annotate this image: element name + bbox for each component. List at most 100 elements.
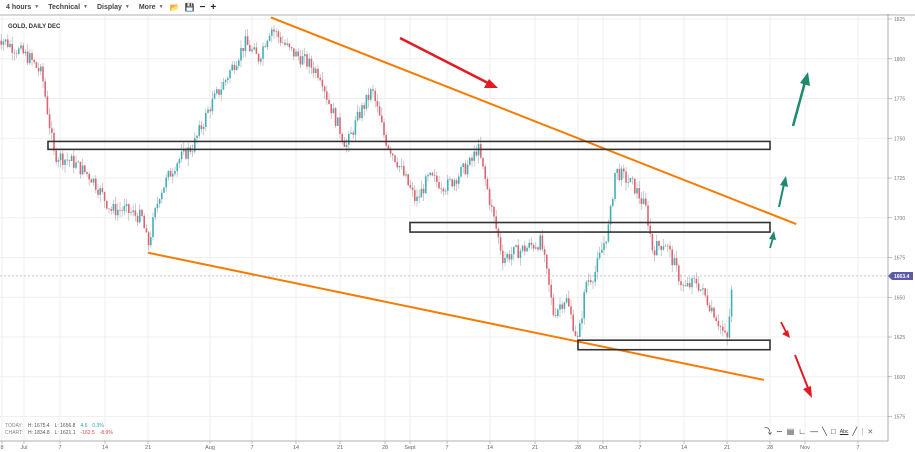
candle bbox=[460, 167, 462, 177]
display-dropdown[interactable]: Display ▼ bbox=[97, 4, 130, 11]
save-icon[interactable]: 💾 bbox=[184, 2, 195, 12]
pitchfork-icon[interactable]: ∟ bbox=[798, 427, 807, 436]
candle bbox=[493, 206, 495, 217]
candle bbox=[372, 89, 374, 91]
candle bbox=[400, 165, 403, 167]
candle bbox=[15, 53, 18, 54]
candle bbox=[246, 36, 249, 45]
x-tick-label: 14 bbox=[293, 445, 299, 451]
candle bbox=[526, 247, 528, 252]
candle bbox=[706, 295, 709, 306]
zoom-out-icon[interactable]: − bbox=[199, 1, 206, 13]
candle bbox=[154, 208, 156, 218]
candle bbox=[268, 35, 271, 41]
candle bbox=[315, 68, 317, 74]
candle bbox=[719, 326, 722, 327]
candle bbox=[484, 166, 486, 179]
last-price-label: 1663.4 bbox=[894, 274, 910, 280]
grid bbox=[0, 16, 888, 441]
candle bbox=[92, 178, 95, 183]
candle bbox=[306, 54, 308, 67]
candle bbox=[491, 205, 493, 207]
candle bbox=[510, 254, 513, 260]
candle bbox=[427, 174, 429, 177]
arrow-head bbox=[800, 72, 810, 86]
today-high: H: 1675.4 bbox=[27, 423, 50, 429]
candle bbox=[198, 125, 200, 136]
x-tick-label: 14 bbox=[102, 445, 108, 451]
candle bbox=[224, 80, 227, 82]
candle bbox=[620, 168, 623, 181]
candle bbox=[255, 47, 258, 54]
candle bbox=[466, 164, 469, 175]
trend-line-icon[interactable]: ╲ bbox=[822, 427, 827, 436]
fibonacci-icon[interactable]: ▤ bbox=[786, 427, 795, 436]
candle bbox=[609, 206, 612, 225]
candle bbox=[273, 29, 275, 32]
candle bbox=[715, 317, 717, 322]
candle bbox=[396, 161, 398, 168]
zoom-in-icon[interactable]: + bbox=[210, 1, 217, 13]
candle bbox=[532, 245, 535, 249]
x-tick-label: Oct bbox=[599, 445, 608, 451]
more-dropdown[interactable]: More ▼ bbox=[139, 4, 164, 11]
candle bbox=[158, 199, 161, 204]
candle bbox=[84, 165, 86, 173]
text-icon[interactable]: Abc bbox=[839, 428, 849, 435]
candle bbox=[658, 241, 660, 246]
candle bbox=[20, 45, 22, 49]
candle bbox=[590, 280, 592, 283]
candle bbox=[90, 179, 93, 183]
candle bbox=[583, 292, 585, 319]
stats-chart: CHART: H: 1834.8 L: 1621.1 -162.5 -8.9% bbox=[5, 430, 118, 437]
arrow-head bbox=[484, 79, 498, 88]
candle bbox=[350, 132, 352, 134]
candle bbox=[638, 188, 640, 199]
chevron-down-icon: ▼ bbox=[124, 4, 130, 10]
candle bbox=[381, 115, 383, 123]
candle bbox=[51, 128, 53, 133]
candle bbox=[4, 39, 7, 42]
candle bbox=[383, 122, 385, 135]
candle bbox=[317, 68, 319, 78]
candle bbox=[629, 177, 632, 183]
candle bbox=[392, 153, 394, 156]
candle bbox=[29, 53, 31, 64]
candle bbox=[605, 241, 607, 244]
candle bbox=[389, 148, 392, 154]
interval-dropdown[interactable]: 4 hours ▼ bbox=[6, 4, 39, 11]
line-icon[interactable]: ╱ bbox=[852, 427, 858, 436]
candle bbox=[231, 64, 233, 71]
candle bbox=[649, 225, 651, 234]
horizontal-line-icon[interactable]: — bbox=[810, 427, 819, 436]
candle bbox=[37, 67, 40, 72]
rectangle-icon[interactable]: □ bbox=[830, 427, 836, 436]
candle bbox=[675, 258, 678, 266]
candle bbox=[213, 93, 216, 99]
candle bbox=[662, 246, 665, 250]
curve-icon[interactable]: ∽ bbox=[776, 427, 783, 436]
candle bbox=[664, 245, 667, 247]
candle bbox=[128, 204, 130, 213]
candles bbox=[0, 25, 733, 346]
folder-open-icon[interactable]: 📂 bbox=[169, 2, 180, 12]
arrow-down-red bbox=[780, 321, 787, 333]
x-tick-label: 28 bbox=[382, 445, 388, 451]
technical-dropdown[interactable]: Technical ▼ bbox=[48, 4, 88, 11]
candle bbox=[559, 304, 561, 310]
candle bbox=[480, 144, 482, 158]
arrow-up-green bbox=[778, 183, 785, 208]
candle bbox=[75, 162, 77, 168]
support-resistance-box bbox=[47, 140, 771, 151]
candle bbox=[726, 332, 728, 338]
close-icon[interactable]: ✕ bbox=[867, 428, 874, 436]
x-tick-label: Jul bbox=[20, 445, 27, 451]
arrows bbox=[399, 36, 812, 398]
candle bbox=[73, 155, 75, 168]
candle bbox=[378, 106, 381, 116]
pointer-icon[interactable]: ⤵ bbox=[764, 427, 772, 436]
candle bbox=[436, 175, 438, 182]
candle bbox=[537, 247, 539, 250]
candle bbox=[178, 159, 181, 164]
